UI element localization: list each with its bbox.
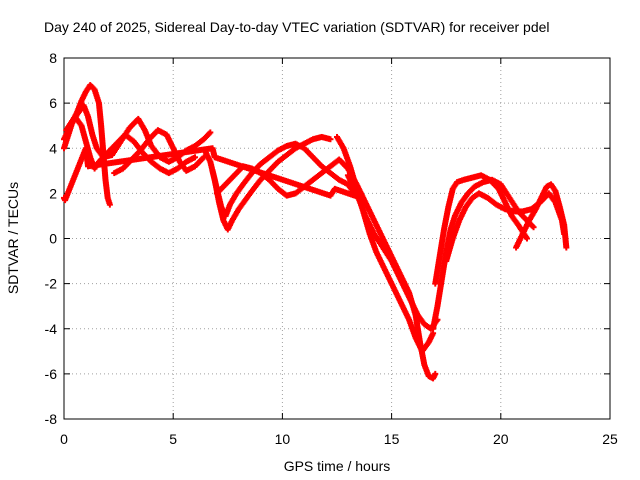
- data-points: [61, 82, 570, 382]
- y-tick-label: 6: [49, 95, 57, 111]
- y-tick-label: 8: [49, 50, 57, 66]
- data-point: [530, 224, 537, 231]
- data-point: [192, 154, 199, 161]
- y-tick-label: -2: [45, 276, 58, 292]
- x-tick-label: 5: [169, 431, 177, 447]
- x-tick-label: 20: [493, 431, 509, 447]
- data-point: [432, 370, 439, 377]
- x-tick-label: 10: [275, 431, 291, 447]
- data-point: [563, 244, 570, 251]
- data-point: [524, 235, 531, 242]
- y-tick-label: 2: [49, 185, 57, 201]
- y-tick-label: -6: [45, 366, 58, 382]
- x-tick-labels: 0 5 10 15 20 25: [60, 431, 618, 447]
- x-axis-label: GPS time / hours: [284, 458, 391, 474]
- chart-title: Day 240 of 2025, Sidereal Day-to-day VTE…: [44, 19, 550, 35]
- x-tick-label: 25: [602, 431, 618, 447]
- data-point: [106, 201, 113, 208]
- data-point: [358, 194, 365, 201]
- y-tick-label: 4: [49, 140, 57, 156]
- x-tick-label: 0: [60, 431, 68, 447]
- y-tick-label: -4: [45, 321, 58, 337]
- y-axis-label: SDTVAR / TECUs: [5, 182, 21, 294]
- x-tick-label: 15: [384, 431, 400, 447]
- grid-lines: [64, 58, 610, 419]
- data-point: [207, 129, 214, 136]
- y-tick-label: -8: [45, 411, 58, 427]
- y-tick-label: 0: [49, 231, 57, 247]
- y-tick-labels: -8 -6 -4 -2 0 2 4 6 8: [45, 50, 58, 427]
- data-point: [327, 136, 334, 143]
